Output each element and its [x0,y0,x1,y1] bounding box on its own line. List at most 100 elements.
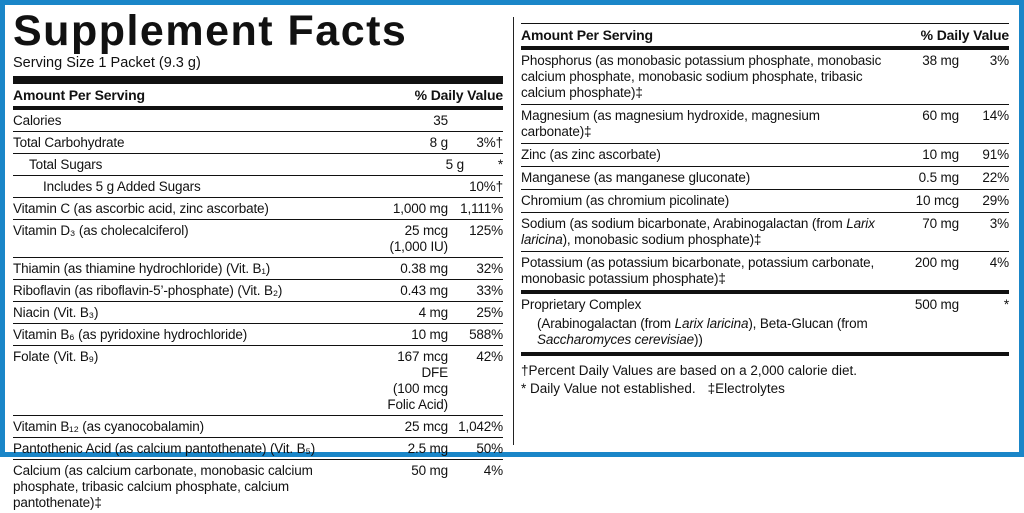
text-segment: Saccharomyces cerevisiae [537,332,694,347]
text-segment: Proprietary Complex [521,297,642,312]
daily-value: 1,111% [460,200,503,216]
header-dv: % Daily Value [414,87,503,103]
serving-size: Serving Size 1 Packet (9.3 g) [13,55,201,71]
amount: 25 mcg [404,418,449,434]
daily-value: 14% [982,108,1009,123]
text-segment: Sodium (as sodium bicarbonate, Arabinoga… [521,216,847,231]
nutrient-row: Chromium (as chromium picolinate) 10 mcg 2… [521,190,1009,213]
amount: 5 g [445,156,464,172]
text-segment: Pantothenic Acid (as calcium pantothenat… [13,440,316,456]
amount: 200 mg [914,255,959,270]
amount-line: (100 mcg Folic Acid) [387,380,448,412]
nutrient-name: Includes 5 g Added Sugars [13,179,408,195]
daily-value: 3% [989,216,1009,231]
footnote: †Percent Daily Values are based on a 2,0… [521,363,857,378]
nutrient-row: Magnesium (as magnesium hydroxide, magne… [521,105,1009,144]
text-segment: Calories [13,112,62,128]
nutrient-name: Zinc (as zinc ascorbate) [521,147,883,163]
title: Supplement Facts [13,7,408,55]
nutrient-name: Chromium (as chromium picolinate) [521,193,883,209]
text-segment: Thiamin (as thiamine hydrochloride) (Vit… [13,260,271,276]
amount: 60 mg [922,108,959,123]
text-segment: ), Beta-Glucan (from [748,316,868,331]
daily-value: 33% [476,282,503,298]
nutrient-row: Vitamin B₁₂ (as cyanocobalamin) 25 mcg 1,0… [13,416,503,438]
nutrient-row: Potassium (as potassium bicarbonate, pot… [521,252,1009,290]
daily-value: 32% [476,260,503,276]
text-segment: Total Sugars [29,156,103,172]
amount: 50 mg [411,462,448,478]
nutrient-row: Calcium (as calcium carbonate, monobasic… [13,460,503,513]
daily-value: 3% [989,53,1009,68]
nutrient-name: Niacin (Vit. B₃) [13,305,378,321]
nutrient-name: Pantothenic Acid (as calcium pantothenat… [13,441,378,457]
footnote: * Daily Value not established. [521,381,696,396]
text-segment: Larix laricina [521,216,875,247]
amount-line: 167 mcg DFE [397,348,448,380]
amount: 1,000 mg [392,200,448,216]
daily-value: 1,042% [458,418,503,434]
footnote: ‡Electrolytes [707,381,785,396]
nutrient-row: Total Sugars 5 g * [13,154,503,176]
nutrient-name: Calories [13,113,378,129]
text-segment: Includes 5 g Added Sugars [43,178,201,194]
amount: 0.38 mg [400,260,448,276]
text-segment: Calcium (as calcium carbonate, monobasic… [13,462,313,510]
nutrient-name: Vitamin C (as ascorbic acid, zinc ascorb… [13,201,378,217]
nutrient-row: Total Carbohydrate 8 g 3%† [13,132,503,154]
rule [521,46,1009,50]
amount: 38 mg [922,53,959,68]
text-segment: (Arabinogalactan (from [537,316,675,331]
nutrient-row: Thiamin (as thiamine hydrochloride) (Vit… [13,258,503,280]
nutrient-name: Total Carbohydrate [13,135,378,151]
rule [521,290,1009,294]
nutrient-row: Proprietary Complex 500 mg * [521,294,1009,316]
table-body: Phosphorus (as monobasic potassium phosp… [521,50,1009,290]
nutrient-row: Vitamin D₃ (as cholecalciferol) 25 mcg (1… [13,220,503,258]
nutrient-name: Folate (Vit. B₉) [13,349,378,413]
text-segment: Zinc (as zinc ascorbate) [521,147,661,162]
daily-value: 10%† [469,178,503,194]
text-segment: Vitamin D₃ (as cholecalciferol) [13,222,189,238]
text-segment: Riboflavin (as riboflavin-5’-phosphate) … [13,282,283,298]
table-body: Calories 35 Total Carbohydrate 8 g 3%† Total … [13,110,503,513]
nutrient-row: Folate (Vit. B₉) 167 mcg DFE (100 mcg Foli… [13,346,503,416]
daily-value: 50% [476,440,503,456]
daily-value: * [1003,297,1009,312]
amount: 10 mg [922,147,959,162]
daily-value: * [497,156,503,172]
rule [521,352,1009,356]
amount: 25 mcg (1,000 IU) [389,222,448,254]
nutrient-row: Vitamin C (as ascorbic acid, zinc ascorb… [13,198,503,220]
amount: 4 mg [418,304,449,320]
divider [513,17,514,445]
daily-value: 3%† [476,134,503,150]
nutrient-row: Riboflavin (as riboflavin-5’-phosphate) … [13,280,503,302]
nutrient-row: Calories 35 [13,110,503,132]
nutrient-name: Proprietary Complex [521,297,883,313]
text-segment: Vitamin B₆ (as pyridoxine hydrochloride) [13,326,248,342]
daily-value: 29% [982,193,1009,208]
amount [408,179,469,195]
nutrient-row: Includes 5 g Added Sugars 10%† [13,176,503,198]
nutrient-name: Vitamin B₁₂ (as cyanocobalamin) [13,419,378,435]
amount: 35 [433,112,448,128]
daily-value: 25% [476,304,503,320]
rule [13,76,503,84]
nutrient-name: Magnesium (as magnesium hydroxide, magne… [521,108,883,140]
text-segment: Vitamin B₁₂ (as cyanocobalamin) [13,418,204,434]
nutrient-name: Thiamin (as thiamine hydrochloride) (Vit… [13,261,378,277]
table-header: Amount Per Serving % Daily Value [13,84,503,106]
amount: 0.43 mg [400,282,448,298]
rule [521,23,1009,24]
nutrient-row: Manganese (as manganese gluconate) 0.5 mg… [521,167,1009,190]
amount: 167 mcg DFE (100 mcg Folic Acid) [378,349,448,413]
text-segment: Total Carbohydrate [13,134,125,150]
text-segment: Larix laricina [674,316,749,331]
header-dv: % Daily Value [920,27,1009,43]
proprietary-blend: Proprietary Complex 500 mg * (Arabinogalact… [521,294,1009,352]
nutrient-row: Phosphorus (as monobasic potassium phosp… [521,50,1009,105]
text-segment: ), monobasic sodium phosphate)‡ [562,232,762,247]
daily-value: 42% [476,348,503,364]
